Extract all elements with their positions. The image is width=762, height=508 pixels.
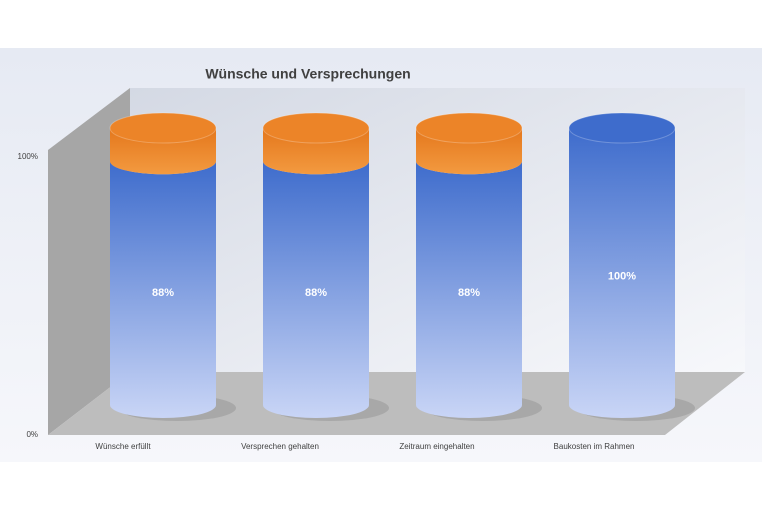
cylinder-cap [415, 112, 523, 144]
cylinder-cap [568, 112, 676, 144]
value-label: 88% [458, 287, 480, 299]
value-label: 100% [608, 270, 636, 282]
y-tick-label: 100% [18, 152, 38, 161]
value-label: 88% [305, 287, 327, 299]
cylinder-segment [263, 161, 369, 419]
x-tick-label: Zeitraum eingehalten [399, 442, 474, 451]
cylinder-cap [262, 112, 370, 144]
chart-title: Wünsche und Versprechungen [205, 66, 410, 82]
value-label: 88% [152, 287, 174, 299]
cylinder-segment [110, 161, 216, 419]
x-tick-label: Wünsche erfüllt [95, 442, 151, 451]
y-tick-label: 0% [26, 430, 38, 439]
x-tick-label: Versprechen gehalten [241, 442, 319, 451]
cylinder-segment [416, 161, 522, 419]
cylinder-cap [109, 112, 217, 144]
side-wall [48, 88, 130, 435]
cylinder-segment [569, 128, 675, 418]
x-tick-label: Baukosten im Rahmen [554, 442, 635, 451]
